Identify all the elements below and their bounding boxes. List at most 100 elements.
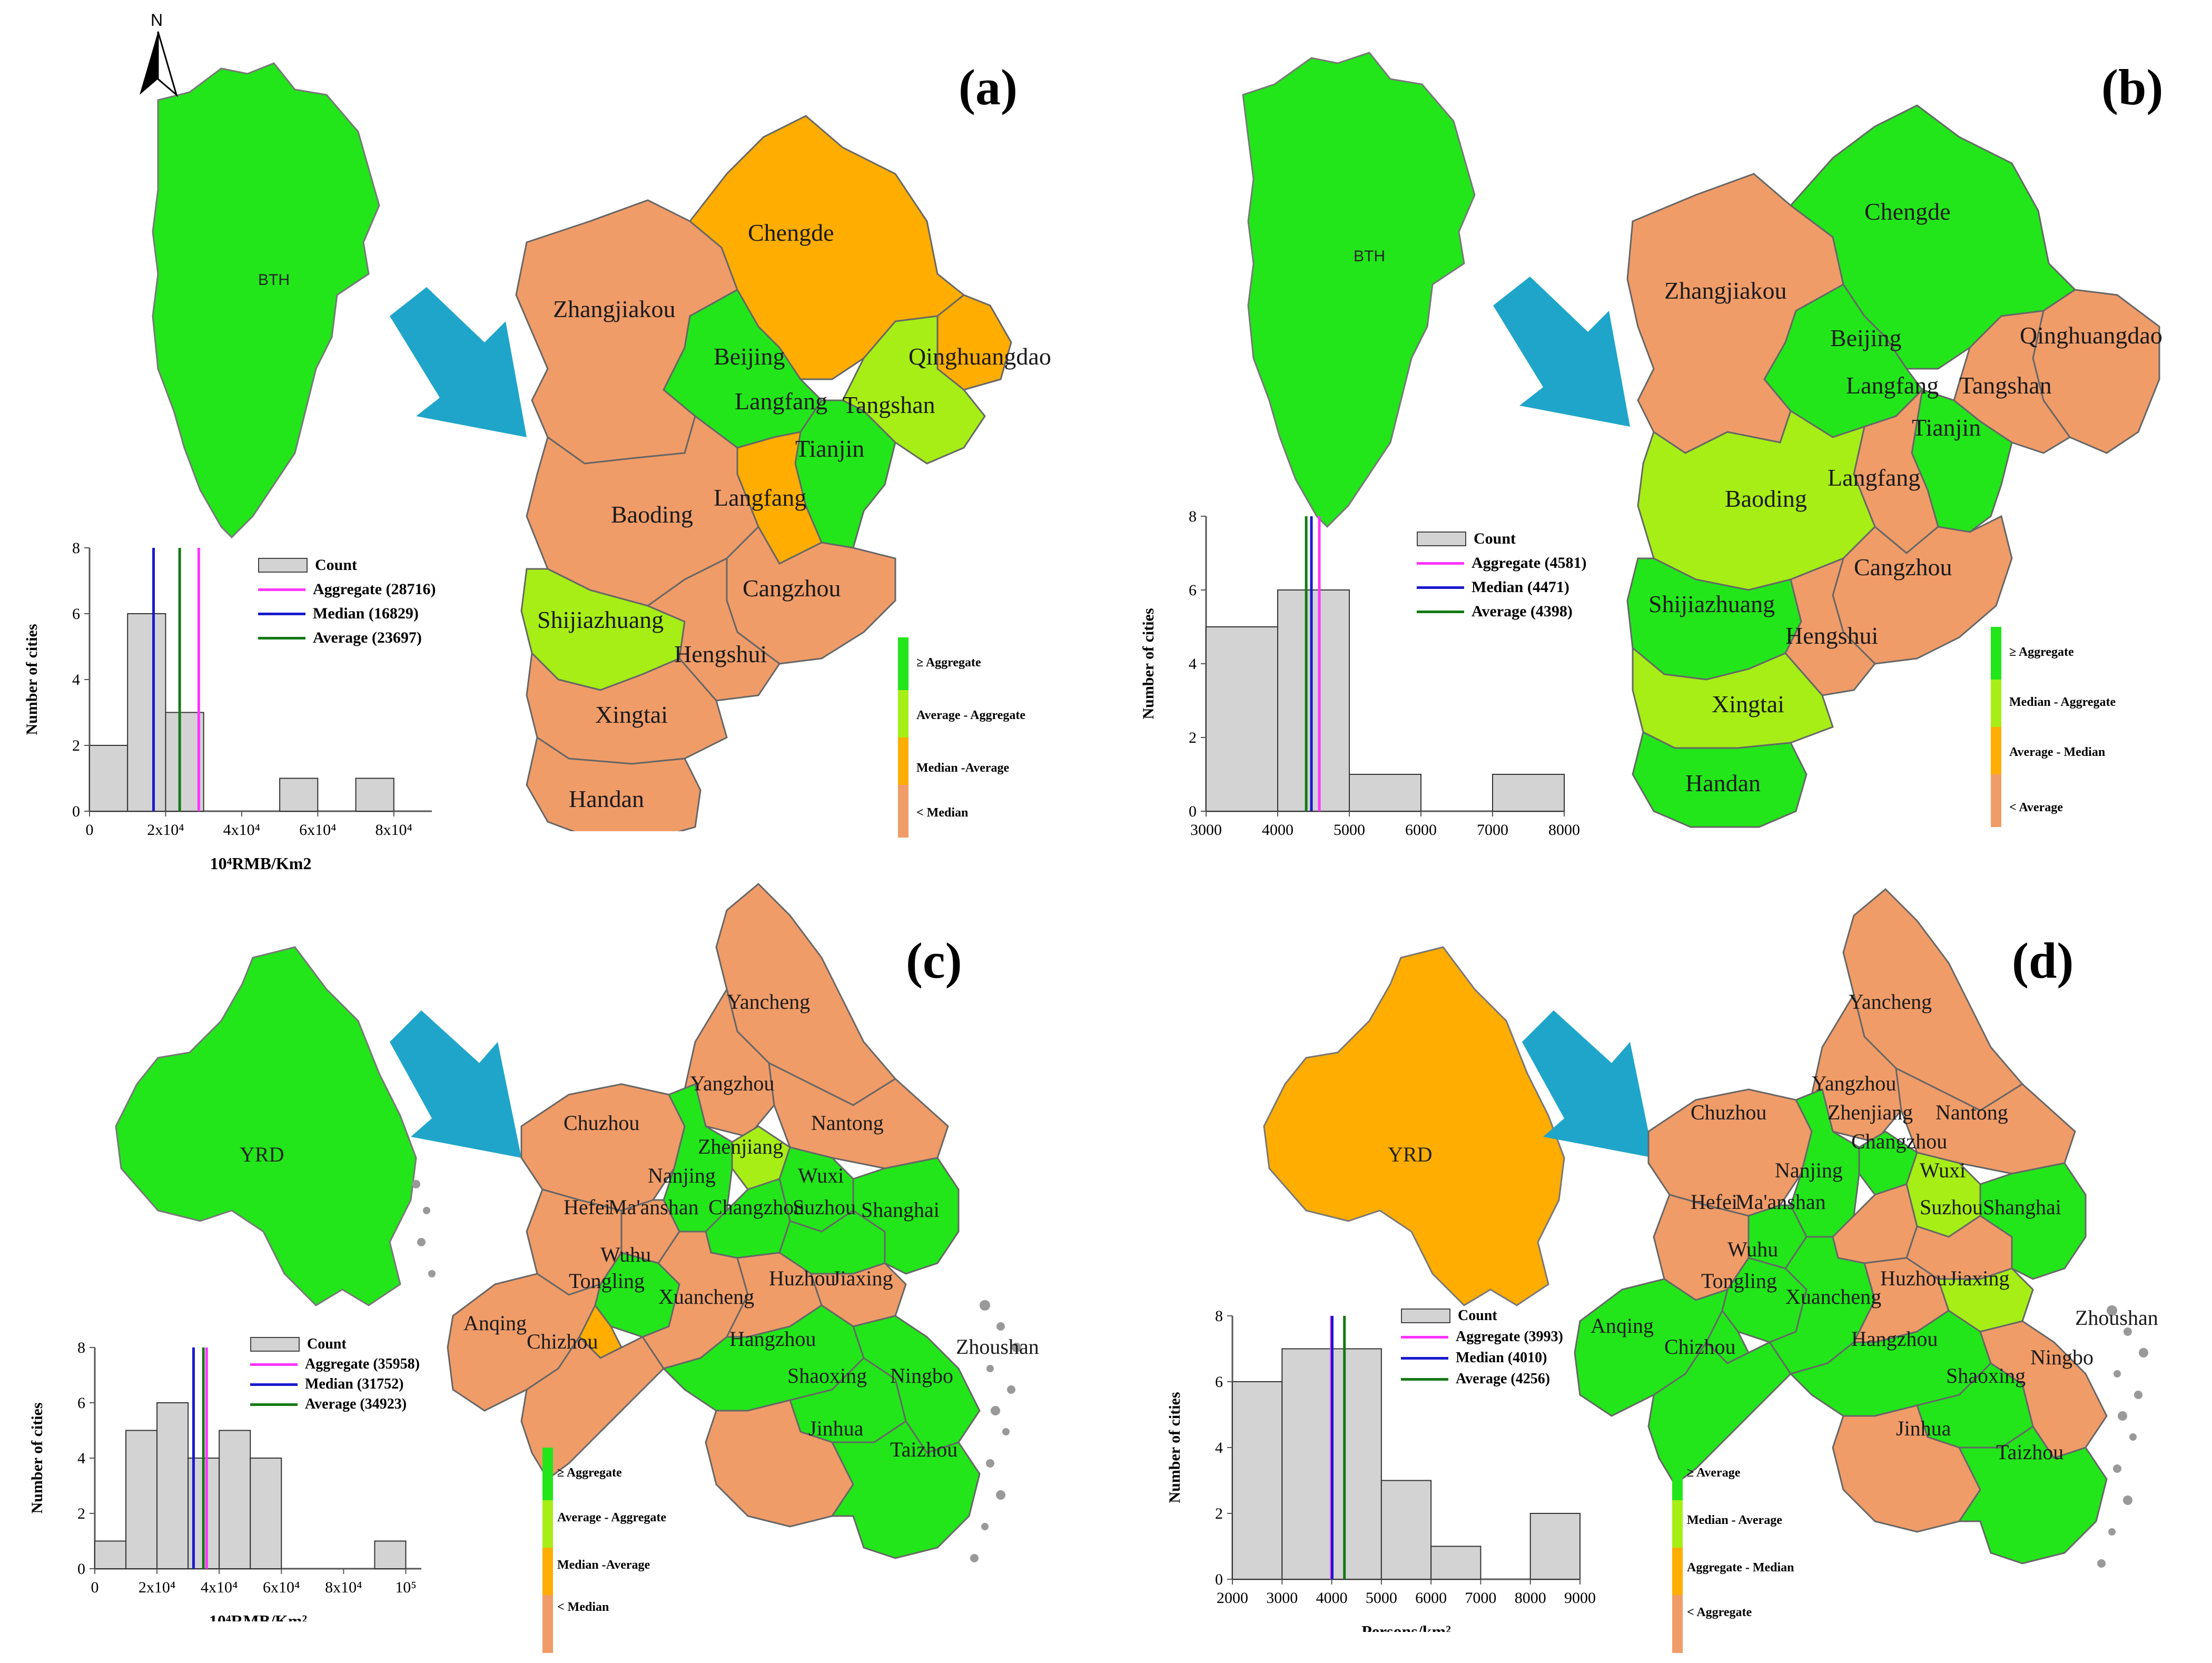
histogram-bar bbox=[1281, 1348, 1332, 1580]
city-label: Zhenjiang bbox=[1828, 1100, 1913, 1124]
region-shanghai bbox=[852, 1157, 960, 1275]
city-label: Zhoushan bbox=[956, 1335, 1039, 1359]
overview-label: BTH bbox=[258, 271, 290, 289]
histogram-bar bbox=[165, 712, 204, 812]
region-shanghai bbox=[1979, 1162, 2087, 1280]
city-label: Tongling bbox=[569, 1269, 645, 1293]
region-chuzhou bbox=[520, 1083, 686, 1212]
x-tick-label: 5000 bbox=[1366, 1589, 1397, 1607]
city-label: Chuzhou bbox=[1691, 1100, 1767, 1124]
legend-class: Median -Average bbox=[916, 761, 1010, 775]
x-tick-label: 4000 bbox=[1316, 1589, 1348, 1607]
islands bbox=[2097, 1305, 2148, 1568]
legend-average: Average (34923) bbox=[305, 1396, 407, 1412]
histogram-bar bbox=[94, 1540, 127, 1569]
histogram-d: 0 2 4 6 8 2000 3000 4000 5000 6000 7000 8000 9000 Per… bbox=[1166, 1307, 1596, 1632]
city-label: Taizhou bbox=[1996, 1440, 2064, 1464]
panel-tag: (a) bbox=[959, 59, 1018, 115]
x-tick-label: 9000 bbox=[1564, 1589, 1596, 1607]
region-handan bbox=[526, 736, 702, 831]
y-tick-label: 2 bbox=[1215, 1505, 1223, 1522]
arrow-icon bbox=[1522, 1010, 1654, 1158]
city-label: Suzhou bbox=[1920, 1195, 1983, 1219]
histogram-a: 0 2 4 6 8 0 2x10⁴ 4x10⁴ 6x10⁴ 8x10⁴ 10⁴RMB/Km2 Numb… bbox=[23, 539, 432, 873]
city-label: Xuancheng bbox=[1785, 1285, 1882, 1308]
city-label: Qinghuangdao bbox=[2020, 322, 2162, 349]
x-tick-label: 8x10⁴ bbox=[325, 1579, 362, 1596]
y-tick-label: 2 bbox=[77, 1505, 85, 1522]
city-label: Taizhou bbox=[890, 1438, 958, 1461]
overview-label: YRD bbox=[1388, 1143, 1433, 1166]
panel-d-graphics bbox=[1263, 888, 2148, 1568]
city-label: Nantong bbox=[811, 1111, 884, 1135]
legend-average: Average (4398) bbox=[1472, 603, 1573, 620]
city-label: Hengshui bbox=[1785, 622, 1879, 649]
legend-aggregate: Aggregate (35958) bbox=[305, 1356, 420, 1372]
city-label: Jiaxing bbox=[1949, 1266, 2010, 1290]
city-label: Hengshui bbox=[674, 641, 767, 667]
yrd-overview-shape bbox=[1263, 946, 1565, 1306]
legend-median: Median (16829) bbox=[313, 605, 419, 622]
color-legend-bar bbox=[898, 637, 908, 838]
x-tick-label: 4x10⁴ bbox=[201, 1579, 238, 1596]
city-label: Yangzhou bbox=[1812, 1071, 1897, 1095]
histogram-b: 02468300040005000600070008000Persons/Km²… bbox=[1140, 508, 1580, 839]
panel-tag: (c) bbox=[906, 932, 962, 989]
region-hengshui bbox=[1784, 557, 1877, 696]
city-label: Ningbo bbox=[2030, 1345, 2094, 1369]
city-label: Beijing bbox=[714, 343, 785, 370]
histogram-bar bbox=[374, 1540, 407, 1569]
city-label: Ma'anshan bbox=[608, 1195, 699, 1219]
city-label: Xingtai bbox=[595, 701, 668, 728]
yrd-overview-shape bbox=[115, 946, 417, 1306]
histogram-c: 0 2 4 6 8 0 2x10⁴ 4x10⁴ 6x10⁴ 8x10⁴ 10⁵ 10⁴RMB/Km² N… bbox=[28, 1339, 421, 1621]
panel-tag: (b) bbox=[2101, 59, 2164, 115]
legend-class: Median - Average bbox=[1687, 1513, 1782, 1527]
city-label: Changzhou bbox=[708, 1195, 805, 1219]
y-tick-label: 2 bbox=[1189, 729, 1197, 746]
overview-label: BTH bbox=[1354, 248, 1385, 265]
hist-legend: Count Aggregate (35958) Median (31752) A… bbox=[250, 1334, 420, 1414]
panel-a-graphics bbox=[140, 31, 1012, 831]
city-label: Suzhou bbox=[793, 1195, 856, 1219]
city-label: Anqing bbox=[1591, 1314, 1654, 1337]
city-label: Xingtai bbox=[1712, 691, 1784, 717]
region-chuzhou bbox=[1647, 1088, 1813, 1217]
legend-aggregate: Aggregate (28716) bbox=[313, 580, 436, 598]
north-label: N bbox=[151, 11, 163, 29]
histogram-bar bbox=[1232, 1381, 1283, 1580]
color-legend-bar bbox=[1672, 1448, 1683, 1653]
city-label: Shijiazhuang bbox=[1648, 591, 1775, 617]
legend-class: < Average bbox=[2009, 801, 2063, 814]
color-legend-bar bbox=[542, 1448, 553, 1653]
histogram-bar bbox=[1430, 1546, 1482, 1580]
y-axis-label: Number of cities bbox=[28, 1402, 46, 1513]
city-label: Shijiazhuang bbox=[537, 606, 664, 633]
x-tick-label: 6x10⁴ bbox=[299, 821, 336, 839]
city-label: Jiaxing bbox=[832, 1266, 893, 1290]
arrow-icon bbox=[390, 1010, 521, 1158]
x-axis-label: 10⁴RMB/Km² bbox=[209, 1611, 307, 1621]
y-tick-label: 0 bbox=[77, 1560, 85, 1578]
x-tick-label: 2x10⁴ bbox=[147, 821, 184, 839]
city-label: Chuzhou bbox=[564, 1111, 640, 1135]
histogram-bar bbox=[89, 745, 129, 812]
city-label: Zhangjiakou bbox=[553, 296, 676, 322]
x-tick-label: 3000 bbox=[1190, 821, 1222, 839]
legend-class: < Median bbox=[557, 1600, 609, 1614]
x-tick-label: 3000 bbox=[1266, 1589, 1298, 1607]
legend-class: Average - Aggregate bbox=[557, 1511, 667, 1524]
city-label: Tongling bbox=[1701, 1269, 1777, 1293]
legend-aggregate: Aggregate (3993) bbox=[1456, 1329, 1563, 1345]
histogram-bar bbox=[1349, 774, 1421, 812]
city-label: Shaoxing bbox=[1946, 1364, 2026, 1388]
city-label: Changzhou bbox=[1851, 1129, 1948, 1153]
count-swatch bbox=[258, 558, 308, 573]
x-tick-label: 5000 bbox=[1334, 821, 1365, 839]
panel-c: (c) YRD Yancheng Yangzhou Nantong Chuzho… bbox=[0, 831, 1106, 1662]
city-label: Qinghuangdao bbox=[908, 343, 1051, 370]
region-taizhou bbox=[1958, 1425, 2108, 1564]
legend-median: Median (4010) bbox=[1456, 1350, 1547, 1366]
city-label: Langfang bbox=[1828, 464, 1921, 491]
region-hengshui bbox=[646, 557, 781, 702]
